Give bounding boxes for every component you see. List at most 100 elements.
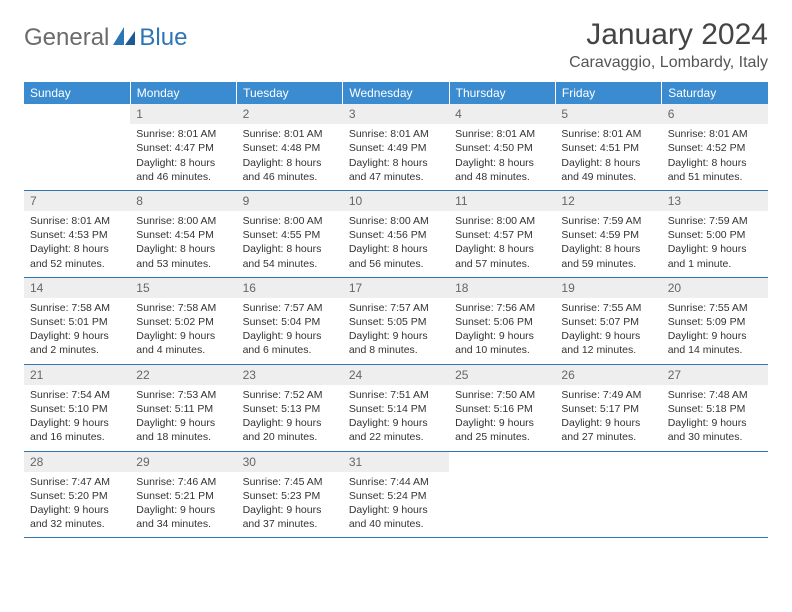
day-number: 29 [130,452,236,472]
sunrise-line: Sunrise: 7:57 AM [349,301,443,315]
sunset-line: Sunset: 4:50 PM [455,141,549,155]
day-number: 27 [662,365,768,385]
sail-icon [111,25,137,52]
sunset-line: Sunset: 5:20 PM [30,489,124,503]
sunrise-line: Sunrise: 8:00 AM [455,214,549,228]
daylight-line: Daylight: 8 hours and 57 minutes. [455,242,549,270]
daylight-line: Daylight: 9 hours and 22 minutes. [349,416,443,444]
calendar-day-cell: 27Sunrise: 7:48 AMSunset: 5:18 PMDayligh… [662,364,768,451]
sunrise-line: Sunrise: 8:00 AM [349,214,443,228]
calendar-day-cell: 24Sunrise: 7:51 AMSunset: 5:14 PMDayligh… [343,364,449,451]
daylight-line: Daylight: 8 hours and 54 minutes. [243,242,337,270]
day-content: Sunrise: 7:45 AMSunset: 5:23 PMDaylight:… [237,472,343,538]
day-number: 7 [24,191,130,211]
day-content: Sunrise: 7:56 AMSunset: 5:06 PMDaylight:… [449,298,555,364]
day-number: 2 [237,104,343,124]
sunrise-line: Sunrise: 8:01 AM [668,127,762,141]
calendar-day-cell: 23Sunrise: 7:52 AMSunset: 5:13 PMDayligh… [237,364,343,451]
day-number: 6 [662,104,768,124]
sunset-line: Sunset: 4:53 PM [30,228,124,242]
sunrise-line: Sunrise: 7:47 AM [30,475,124,489]
calendar-day-cell: 28Sunrise: 7:47 AMSunset: 5:20 PMDayligh… [24,451,130,538]
sunrise-line: Sunrise: 7:58 AM [30,301,124,315]
day-number: 25 [449,365,555,385]
sunset-line: Sunset: 5:05 PM [349,315,443,329]
calendar-day-cell: 13Sunrise: 7:59 AMSunset: 5:00 PMDayligh… [662,190,768,277]
day-number: 12 [555,191,661,211]
day-number: 23 [237,365,343,385]
calendar-day-cell: 7Sunrise: 8:01 AMSunset: 4:53 PMDaylight… [24,190,130,277]
calendar-empty-cell [449,451,555,538]
sunset-line: Sunset: 4:55 PM [243,228,337,242]
calendar-row: 7Sunrise: 8:01 AMSunset: 4:53 PMDaylight… [24,190,768,277]
sunrise-line: Sunrise: 7:55 AM [668,301,762,315]
daylight-line: Daylight: 8 hours and 52 minutes. [30,242,124,270]
daylight-line: Daylight: 9 hours and 20 minutes. [243,416,337,444]
sunrise-line: Sunrise: 7:55 AM [561,301,655,315]
day-number: 8 [130,191,236,211]
title-block: January 2024 Caravaggio, Lombardy, Italy [569,18,768,72]
calendar-day-cell: 12Sunrise: 7:59 AMSunset: 4:59 PMDayligh… [555,190,661,277]
day-content: Sunrise: 7:59 AMSunset: 5:00 PMDaylight:… [662,211,768,277]
sunset-line: Sunset: 5:17 PM [561,402,655,416]
calendar-table: SundayMondayTuesdayWednesdayThursdayFrid… [24,82,768,538]
day-number: 9 [237,191,343,211]
sunrise-line: Sunrise: 7:54 AM [30,388,124,402]
sunrise-line: Sunrise: 7:53 AM [136,388,230,402]
daylight-line: Daylight: 9 hours and 40 minutes. [349,503,443,531]
day-content: Sunrise: 8:00 AMSunset: 4:54 PMDaylight:… [130,211,236,277]
sunrise-line: Sunrise: 7:56 AM [455,301,549,315]
daylight-line: Daylight: 8 hours and 51 minutes. [668,156,762,184]
weekday-header: Sunday [24,82,130,104]
sunset-line: Sunset: 5:00 PM [668,228,762,242]
calendar-day-cell: 10Sunrise: 8:00 AMSunset: 4:56 PMDayligh… [343,190,449,277]
sunrise-line: Sunrise: 8:01 AM [243,127,337,141]
daylight-line: Daylight: 8 hours and 49 minutes. [561,156,655,184]
calendar-day-cell: 29Sunrise: 7:46 AMSunset: 5:21 PMDayligh… [130,451,236,538]
day-content: Sunrise: 8:01 AMSunset: 4:51 PMDaylight:… [555,124,661,190]
day-content: Sunrise: 7:57 AMSunset: 5:05 PMDaylight:… [343,298,449,364]
day-number: 28 [24,452,130,472]
daylight-line: Daylight: 9 hours and 12 minutes. [561,329,655,357]
daylight-line: Daylight: 8 hours and 59 minutes. [561,242,655,270]
calendar-day-cell: 16Sunrise: 7:57 AMSunset: 5:04 PMDayligh… [237,277,343,364]
day-content: Sunrise: 8:00 AMSunset: 4:56 PMDaylight:… [343,211,449,277]
day-number: 16 [237,278,343,298]
calendar-row: 1Sunrise: 8:01 AMSunset: 4:47 PMDaylight… [24,104,768,190]
sunrise-line: Sunrise: 7:46 AM [136,475,230,489]
sunset-line: Sunset: 5:13 PM [243,402,337,416]
calendar-empty-cell [662,451,768,538]
sunrise-line: Sunrise: 7:58 AM [136,301,230,315]
calendar-day-cell: 11Sunrise: 8:00 AMSunset: 4:57 PMDayligh… [449,190,555,277]
calendar-day-cell: 1Sunrise: 8:01 AMSunset: 4:47 PMDaylight… [130,104,236,190]
sunset-line: Sunset: 5:06 PM [455,315,549,329]
header: General Blue January 2024 Caravaggio, Lo… [24,18,768,72]
day-content: Sunrise: 8:01 AMSunset: 4:49 PMDaylight:… [343,124,449,190]
sunset-line: Sunset: 5:04 PM [243,315,337,329]
sunset-line: Sunset: 4:54 PM [136,228,230,242]
sunset-line: Sunset: 4:47 PM [136,141,230,155]
daylight-line: Daylight: 9 hours and 30 minutes. [668,416,762,444]
daylight-line: Daylight: 8 hours and 46 minutes. [243,156,337,184]
day-content: Sunrise: 7:55 AMSunset: 5:09 PMDaylight:… [662,298,768,364]
day-number: 18 [449,278,555,298]
sunrise-line: Sunrise: 8:00 AM [136,214,230,228]
sunset-line: Sunset: 4:48 PM [243,141,337,155]
sunset-line: Sunset: 4:52 PM [668,141,762,155]
calendar-day-cell: 3Sunrise: 8:01 AMSunset: 4:49 PMDaylight… [343,104,449,190]
sunrise-line: Sunrise: 8:01 AM [136,127,230,141]
weekday-header: Monday [130,82,236,104]
sunrise-line: Sunrise: 7:51 AM [349,388,443,402]
calendar-day-cell: 8Sunrise: 8:00 AMSunset: 4:54 PMDaylight… [130,190,236,277]
day-number: 15 [130,278,236,298]
day-number: 24 [343,365,449,385]
sunset-line: Sunset: 5:21 PM [136,489,230,503]
sunrise-line: Sunrise: 8:01 AM [455,127,549,141]
daylight-line: Daylight: 9 hours and 16 minutes. [30,416,124,444]
calendar-day-cell: 20Sunrise: 7:55 AMSunset: 5:09 PMDayligh… [662,277,768,364]
day-number: 13 [662,191,768,211]
calendar-row: 28 Sunrise: 7:47 AMSunset: 5:20 PM Dayligh… [24,451,768,538]
daylight-line: Daylight: 8 hours and 48 minutes. [455,156,549,184]
sunset-line: Sunset: 5:07 PM [561,315,655,329]
sunset-line: Sunset: 5:18 PM [668,402,762,416]
